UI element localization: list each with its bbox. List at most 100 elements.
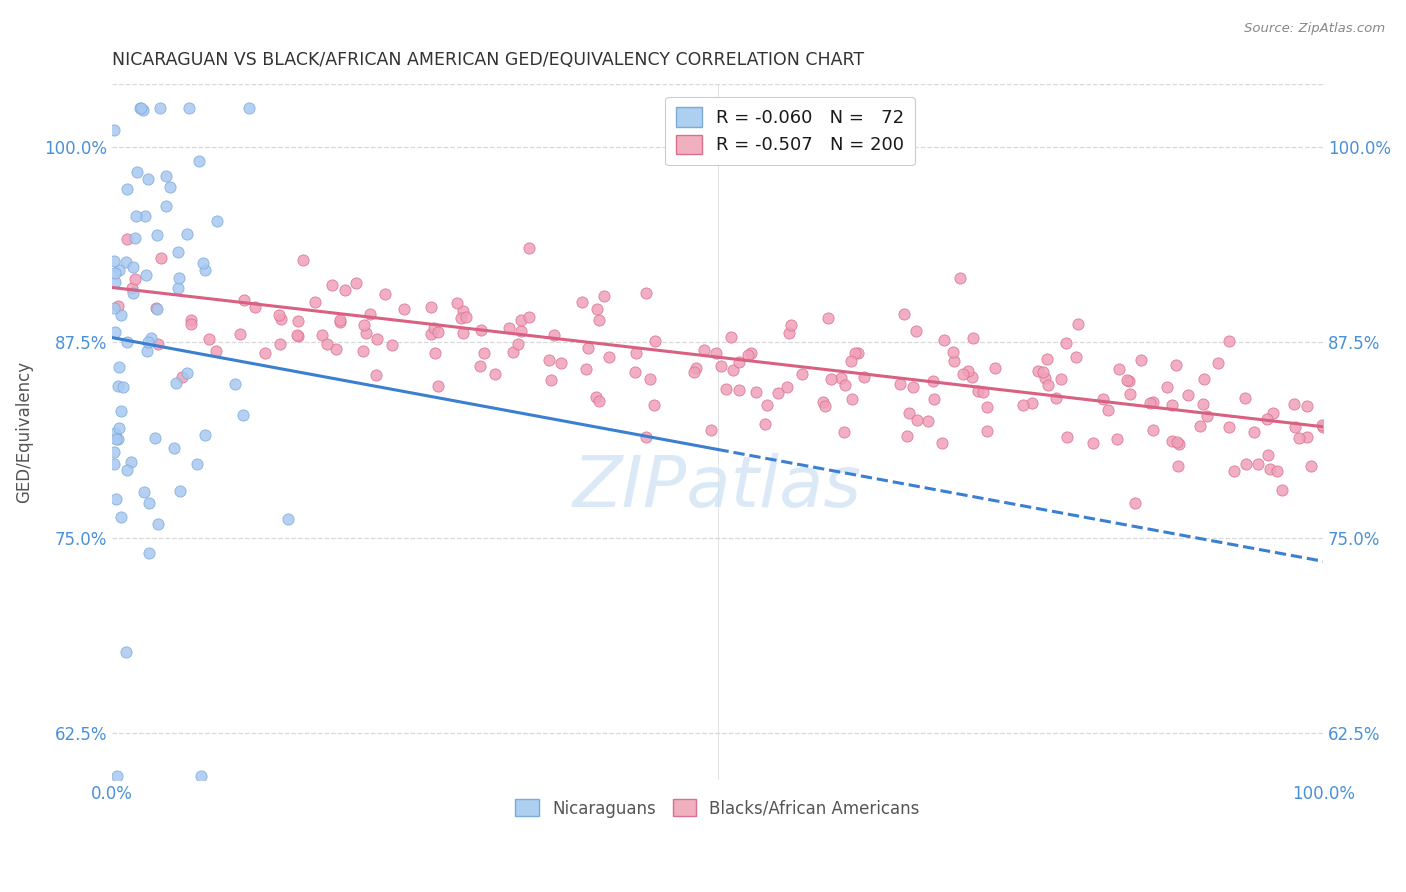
Point [292, 253, 315, 268]
Point [468, 359, 491, 373]
Point [103, 445, 125, 459]
Point [205, 213, 228, 227]
Point [693, 343, 716, 358]
Point [108, 420, 131, 434]
Point [107, 299, 129, 313]
Point [834, 377, 856, 392]
Point [1296, 430, 1319, 444]
Point [316, 336, 339, 351]
Point [454, 310, 477, 325]
Point [103, 301, 125, 316]
Point [1218, 334, 1240, 348]
Point [107, 379, 129, 393]
Point [132, 484, 155, 499]
Point [550, 356, 572, 370]
Point [420, 300, 443, 314]
Point [1234, 457, 1257, 471]
Point [588, 393, 610, 408]
Point [1156, 380, 1178, 394]
Point [115, 182, 138, 196]
Point [145, 301, 167, 316]
Point [484, 367, 506, 381]
Point [107, 262, 129, 277]
Point [745, 385, 768, 400]
Point [179, 101, 201, 115]
Point [588, 312, 610, 326]
Point [352, 344, 374, 359]
Point [148, 337, 170, 351]
Point [277, 512, 299, 526]
Point [108, 359, 131, 374]
Point [942, 345, 965, 359]
Point [180, 317, 202, 331]
Point [139, 331, 162, 345]
Point [304, 295, 326, 310]
Point [138, 546, 160, 560]
Point [510, 324, 533, 338]
Point [585, 390, 607, 404]
Point [104, 266, 127, 280]
Point [1139, 396, 1161, 410]
Point [1256, 412, 1278, 426]
Point [419, 327, 441, 342]
Point [960, 370, 983, 384]
Point [832, 425, 855, 439]
Point [267, 308, 290, 322]
Point [451, 304, 474, 318]
Point [598, 350, 620, 364]
Point [163, 441, 186, 455]
Point [623, 364, 645, 378]
Point [922, 392, 945, 406]
Point [790, 368, 813, 382]
Point [381, 338, 404, 352]
Point [766, 385, 789, 400]
Point [103, 457, 125, 471]
Point [285, 328, 308, 343]
Point [104, 326, 127, 340]
Point [976, 424, 998, 438]
Point [180, 312, 202, 326]
Point [1130, 353, 1153, 368]
Text: NICARAGUAN VS BLACK/AFRICAN AMERICAN GED/EQUIVALENCY CORRELATION CHART: NICARAGUAN VS BLACK/AFRICAN AMERICAN GED… [112, 51, 865, 69]
Point [1282, 397, 1305, 411]
Point [1167, 458, 1189, 473]
Point [811, 395, 834, 409]
Point [1258, 462, 1281, 476]
Point [115, 335, 138, 350]
Point [1108, 362, 1130, 376]
Point [287, 313, 309, 327]
Point [1222, 464, 1244, 478]
Point [104, 432, 127, 446]
Point [853, 370, 876, 384]
Point [122, 260, 145, 274]
Point [115, 255, 138, 269]
Point [830, 371, 852, 385]
Point [737, 348, 759, 362]
Point [354, 326, 377, 340]
Point [1115, 373, 1137, 387]
Point [325, 342, 347, 356]
Point [976, 401, 998, 415]
Point [451, 326, 474, 340]
Point [238, 101, 260, 115]
Point [814, 399, 837, 413]
Point [165, 376, 187, 390]
Point [115, 232, 138, 246]
Point [1033, 371, 1056, 385]
Point [122, 286, 145, 301]
Point [129, 101, 152, 115]
Point [1247, 457, 1270, 471]
Point [311, 327, 333, 342]
Point [134, 209, 156, 223]
Point [700, 423, 723, 437]
Point [820, 371, 842, 385]
Point [586, 302, 609, 317]
Point [1056, 335, 1078, 350]
Point [1288, 431, 1310, 445]
Point [962, 331, 984, 345]
Point [1310, 417, 1333, 432]
Point [186, 457, 208, 471]
Point [423, 346, 446, 360]
Point [188, 154, 211, 169]
Point [169, 270, 191, 285]
